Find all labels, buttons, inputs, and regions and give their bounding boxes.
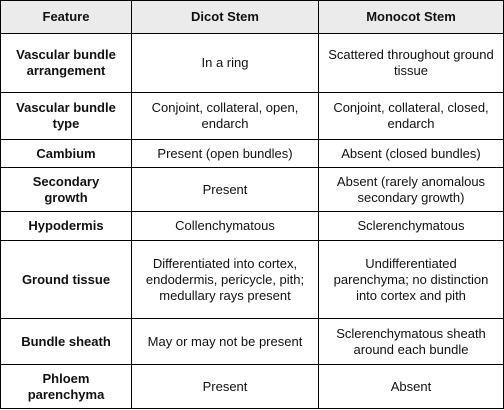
table-row: Secondary growth Present Absent (rarely an… (0, 167, 504, 212)
data-cell: Sclerenchymatous sheath around each bund… (318, 318, 504, 365)
data-cell: Absent (rarely anomalous secondary growt… (318, 167, 504, 212)
header-cell: Feature (0, 0, 132, 34)
data-cell: Scattered throughout ground tissue (318, 33, 504, 93)
header-cell: Monocot Stem (318, 0, 504, 34)
table-row: Cambium Present (open bundles) Absent (clo… (0, 139, 504, 168)
data-cell: In a ring (131, 33, 319, 93)
data-cell: Present (131, 167, 319, 212)
feature-cell: Vascular bundle type (0, 92, 132, 140)
feature-cell: Bundle sheath (0, 318, 132, 365)
feature-cell: Cambium (0, 139, 132, 168)
header-row: Feature Dicot Stem Monocot Stem (0, 0, 504, 34)
feature-cell: Vascular bundle arrangement (0, 33, 132, 93)
data-cell: May or may not be present (131, 318, 319, 365)
table-row: Bundle sheath May or may not be present Sc… (0, 318, 504, 365)
data-cell: Differentiated into cortex, endodermis, … (131, 240, 319, 319)
data-cell: Absent (closed bundles) (318, 139, 504, 168)
table-row: Vascular bundle arrangement In a ring Scat… (0, 33, 504, 93)
feature-cell: Secondary growth (0, 167, 132, 212)
table-row: Vascular bundle type Conjoint, collateral… (0, 92, 504, 140)
data-cell: Conjoint, collateral, open, endarch (131, 92, 319, 140)
data-cell: Present (open bundles) (131, 139, 319, 168)
table-row: Phloem parenchyma Present Absent (0, 364, 504, 409)
data-cell: Present (131, 364, 319, 409)
data-cell: Undifferentiated parenchyma; no distinct… (318, 240, 504, 319)
table-row: Ground tissue Differentiated into cortex,… (0, 240, 504, 319)
feature-cell: Hypodermis (0, 211, 132, 241)
data-cell: Sclerenchymatous (318, 211, 504, 241)
header-cell: Dicot Stem (131, 0, 319, 34)
data-cell: Collenchymatous (131, 211, 319, 241)
data-cell: Conjoint, collateral, closed, endarch (318, 92, 504, 140)
data-cell: Absent (318, 364, 504, 409)
feature-cell: Ground tissue (0, 240, 132, 319)
feature-cell: Phloem parenchyma (0, 364, 132, 409)
table-row: Hypodermis Collenchymatous Sclerenchymatou… (0, 211, 504, 241)
